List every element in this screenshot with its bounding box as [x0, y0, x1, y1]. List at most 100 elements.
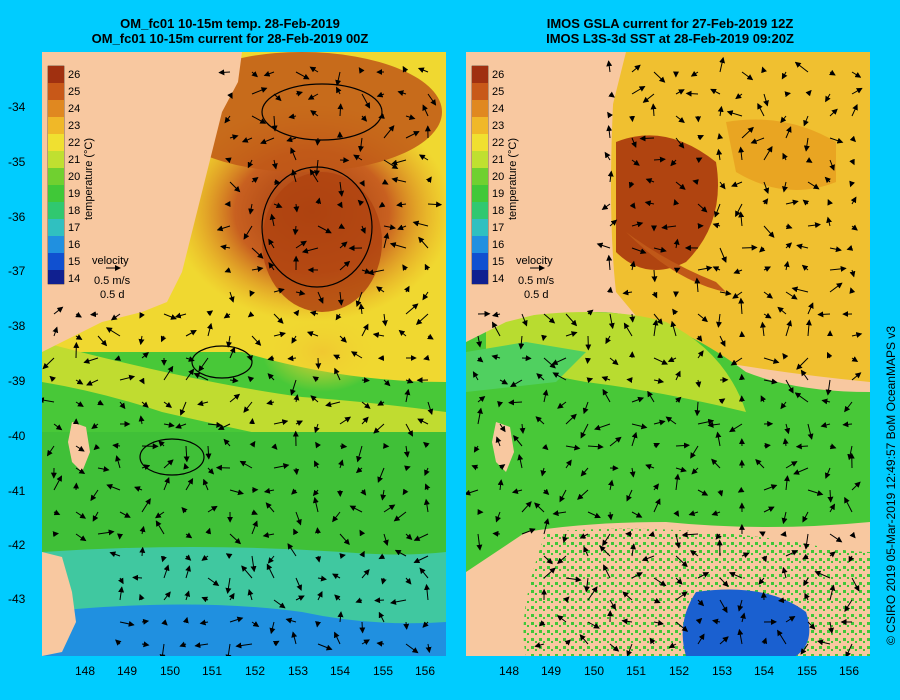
current-arrow: [334, 367, 341, 381]
current-arrow: [263, 70, 275, 77]
current-arrow: [355, 291, 363, 307]
current-arrow: [223, 438, 231, 447]
current-arrow: [325, 401, 341, 408]
current-arrow: [138, 593, 145, 601]
current-arrow: [339, 533, 350, 546]
current-arrow: [579, 533, 589, 539]
current-arrow: [697, 135, 705, 141]
current-arrow: [391, 159, 407, 166]
current-arrow: [193, 373, 209, 381]
current-arrow: [405, 303, 419, 315]
current-arrow: [119, 401, 126, 410]
current-arrow: [497, 400, 504, 408]
current-arrow: [260, 137, 275, 145]
current-arrow: [763, 225, 775, 238]
current-arrow: [339, 335, 347, 343]
current-arrow: [198, 357, 209, 372]
current-arrow: [42, 357, 55, 370]
current-arrow: [849, 531, 856, 539]
current-arrow: [293, 309, 300, 317]
current-arrow: [241, 137, 253, 143]
current-arrow: [97, 399, 104, 406]
cb-tick: 24: [68, 103, 80, 115]
current-arrow: [692, 179, 699, 185]
current-arrow: [631, 423, 648, 430]
current-arrow: [542, 488, 550, 495]
current-arrow: [606, 125, 613, 139]
current-arrow: [804, 592, 810, 601]
current-arrow: [829, 282, 843, 293]
cb-tick: 19: [68, 188, 80, 200]
current-arrow: [661, 224, 677, 231]
current-arrow: [785, 126, 792, 139]
current-arrow: [413, 555, 429, 564]
current-arrow: [541, 334, 548, 342]
current-arrow: [777, 306, 787, 315]
current-arrow: [383, 232, 390, 249]
current-arrow: [781, 511, 788, 525]
current-arrow: [249, 290, 256, 297]
current-arrow: [52, 531, 59, 538]
current-arrow: [785, 461, 798, 469]
x-tick: 156: [414, 664, 436, 678]
current-arrow: [675, 181, 686, 190]
current-arrow: [92, 511, 99, 522]
current-arrow: [829, 551, 836, 558]
current-arrow: [360, 115, 368, 122]
current-arrow: [761, 555, 768, 563]
current-arrow: [185, 565, 191, 579]
current-arrow: [807, 302, 814, 315]
current-arrow: [607, 511, 614, 521]
current-arrow: [694, 401, 701, 417]
current-arrow: [653, 357, 669, 365]
current-arrow: [174, 312, 187, 319]
current-arrow: [521, 501, 532, 513]
current-arrow: [805, 157, 813, 163]
current-arrow: [383, 224, 396, 231]
current-arrow: [763, 291, 774, 299]
current-arrow: [733, 268, 743, 274]
current-arrow: [355, 597, 363, 604]
left-map-panel: 26 25 24 23 22 21 20 19 18 17 16 15 14 t…: [42, 52, 446, 656]
x-tick: 153: [287, 664, 309, 678]
current-arrow: [477, 395, 486, 403]
x-tick: 155: [372, 664, 394, 678]
current-arrow: [800, 643, 809, 655]
current-arrow: [763, 506, 775, 513]
current-arrow: [292, 225, 299, 236]
current-arrow: [155, 520, 165, 535]
current-arrow: [712, 618, 721, 625]
current-arrow: [695, 379, 702, 388]
current-arrow: [604, 151, 611, 161]
current-arrow: [267, 555, 275, 564]
current-arrow: [543, 357, 556, 369]
cb-tick: 23: [492, 120, 504, 132]
current-arrow: [672, 308, 679, 316]
current-arrow: [805, 319, 812, 337]
current-arrow: [557, 615, 567, 623]
current-arrow: [75, 378, 84, 385]
current-arrow: [631, 572, 643, 579]
current-arrow: [380, 489, 387, 501]
current-arrow: [602, 533, 611, 547]
current-arrows: [42, 65, 443, 656]
current-arrow: [109, 551, 121, 558]
current-arrow: [737, 599, 744, 612]
current-arrow: [690, 70, 699, 77]
velocity-speed: 0.5 m/s: [94, 275, 131, 287]
y-tick: -34: [8, 100, 26, 114]
current-arrow: [339, 553, 346, 559]
current-arrow: [402, 264, 409, 271]
current-arrow: [801, 264, 809, 271]
current-arrow: [471, 464, 479, 471]
current-arrow: [606, 60, 613, 73]
current-arrow: [218, 69, 231, 76]
current-arrow: [511, 488, 523, 495]
current-arrow: [763, 357, 780, 364]
current-arrow: [803, 533, 810, 550]
current-arrow: [719, 181, 726, 190]
current-arrow: [317, 643, 333, 651]
current-arrow: [651, 291, 658, 299]
cold-zone: [42, 604, 446, 656]
x-tick: 148: [74, 664, 96, 678]
